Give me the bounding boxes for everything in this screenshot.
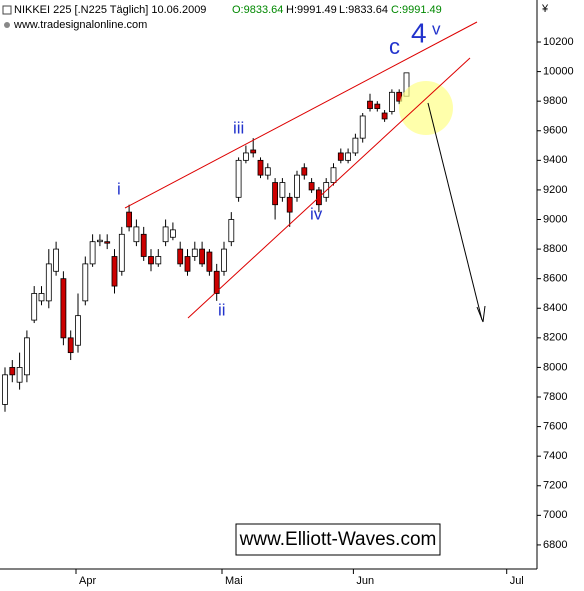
header-title: NIKKEI 225 [.N225 Täglich] 10.06.2009 xyxy=(14,4,206,16)
candle-body xyxy=(60,278,67,339)
candle-body xyxy=(286,196,293,213)
icon xyxy=(4,22,10,28)
trend-line xyxy=(187,57,471,319)
y-tick-label: 9400 xyxy=(543,154,567,166)
candle-body xyxy=(301,167,308,176)
y-tick-label: 9800 xyxy=(543,95,567,107)
candle-body xyxy=(308,182,315,191)
x-tick-label: Jul xyxy=(510,575,524,587)
y-tick-label: 7000 xyxy=(543,509,567,521)
y-tick-label: 7400 xyxy=(543,450,567,462)
candle-body xyxy=(213,270,220,294)
wave-label: iv xyxy=(310,204,323,223)
y-tick-label: 7600 xyxy=(543,420,567,432)
x-tick-label: Apr xyxy=(79,575,96,587)
candle-body xyxy=(367,100,373,109)
candle-body xyxy=(23,337,30,376)
y-tick-label: 9200 xyxy=(543,184,567,196)
candle-body xyxy=(242,152,249,161)
candle-body xyxy=(140,233,147,257)
y-tick-label: 9600 xyxy=(543,125,567,137)
trend-line xyxy=(124,21,478,209)
wave-label: i xyxy=(117,179,121,198)
y-tick-label: 8800 xyxy=(543,243,567,255)
candle-body xyxy=(67,337,74,354)
wave-label: ii xyxy=(218,300,226,319)
candle-body xyxy=(330,167,337,183)
header-close: C:9991.49 xyxy=(391,4,442,16)
candle-body xyxy=(381,112,388,120)
candle-body xyxy=(133,226,140,243)
candle-body xyxy=(257,159,264,176)
candle-body xyxy=(352,137,359,154)
y-tick-label: 9000 xyxy=(543,213,567,225)
candle-body xyxy=(2,374,8,405)
y-tick-label: 7200 xyxy=(543,480,567,492)
candle-body xyxy=(97,239,103,243)
x-tick-label: Mai xyxy=(225,575,243,587)
candle-body xyxy=(31,293,38,321)
candle-body xyxy=(177,248,184,265)
y-tick-label: 8400 xyxy=(543,302,567,314)
arrow xyxy=(427,102,483,321)
candle-body xyxy=(118,233,125,272)
candle-body xyxy=(228,219,235,243)
candle-body xyxy=(162,226,169,243)
candle-body xyxy=(89,241,96,265)
candle-body xyxy=(82,263,89,302)
candle-body xyxy=(184,256,191,272)
candle-body xyxy=(264,167,271,176)
highlight-circle xyxy=(399,81,453,135)
candle-body xyxy=(169,229,176,238)
candle-body xyxy=(388,91,395,112)
candle-body xyxy=(272,182,279,206)
candle-body xyxy=(38,293,45,302)
icon xyxy=(2,5,12,15)
y-tick-label: 7800 xyxy=(543,391,567,403)
y-tick-label: 8000 xyxy=(543,361,567,373)
source: www.tradesignalonline.com xyxy=(13,19,147,31)
candle-body xyxy=(53,248,59,272)
candle-body xyxy=(191,248,198,257)
y-tick-label: 8600 xyxy=(543,273,567,285)
candle-body xyxy=(199,248,206,265)
y-tick-label: 6800 xyxy=(543,539,567,551)
candle-body xyxy=(221,248,227,272)
candle-body xyxy=(345,152,352,161)
candle-body xyxy=(337,152,344,161)
candle-body xyxy=(155,256,162,265)
wave-label: c xyxy=(389,34,400,59)
candle-body xyxy=(16,367,23,383)
y-tick-label: 8200 xyxy=(543,332,567,344)
candle-body xyxy=(235,159,242,198)
watermark: www.Elliott-Waves.com xyxy=(239,529,437,550)
candle-body xyxy=(45,263,52,302)
wave-label: iii xyxy=(233,118,244,137)
wave-label: 4 xyxy=(411,17,427,48)
candle-body xyxy=(206,251,213,272)
candle-body xyxy=(9,367,16,376)
arrowhead xyxy=(476,305,486,323)
header-high: H:9991.49 xyxy=(286,4,337,16)
candle-body xyxy=(294,174,300,198)
y-tick-label: 10200 xyxy=(543,36,574,48)
candle-body xyxy=(111,256,118,287)
y-tick-label: 10000 xyxy=(543,65,574,77)
header-open: O:9833.64 xyxy=(232,4,283,16)
candle-body xyxy=(148,256,154,265)
candle-body xyxy=(75,315,81,346)
candle-body xyxy=(374,103,381,109)
wave-label: v xyxy=(432,19,441,38)
candle-body xyxy=(359,115,366,139)
candle-body xyxy=(126,211,132,228)
candle-body xyxy=(250,149,257,154)
currency: ¥ xyxy=(541,3,549,15)
watermark-box xyxy=(235,523,441,556)
candle-body xyxy=(279,182,286,198)
x-tick-label: Jun xyxy=(356,575,374,587)
header-low: L:9833.64 xyxy=(339,4,388,16)
candle-body xyxy=(104,241,111,244)
